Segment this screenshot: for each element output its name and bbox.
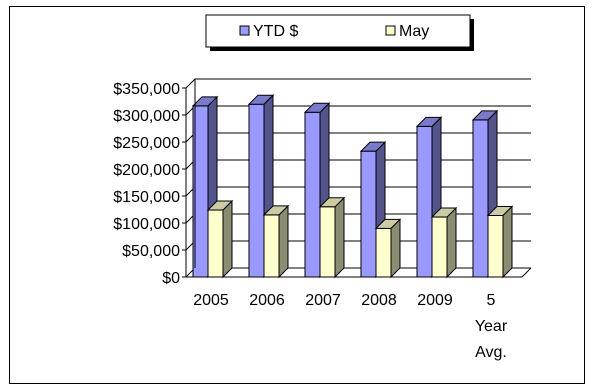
- bar-may: [430, 206, 458, 279]
- x-axis: 2005 2006 2007 2008 2009 5 Year Avg.: [193, 292, 508, 361]
- bar-may: [262, 204, 290, 279]
- y-tick-label: $100,000: [113, 216, 180, 233]
- legend-label-ytd: YTD $: [253, 23, 298, 40]
- legend-box: [205, 14, 471, 48]
- bar-may: [206, 199, 234, 279]
- floor-edge: [521, 267, 532, 278]
- y-tick-label: $150,000: [113, 189, 180, 206]
- bars: [191, 93, 514, 279]
- y-tick-label: $50,000: [122, 243, 180, 260]
- x-tick-label: Year: [475, 318, 508, 335]
- x-tick-label: 2005: [193, 292, 229, 309]
- x-tick-label: 2006: [249, 292, 285, 309]
- bar-may: [374, 218, 402, 279]
- y-tick-label: $250,000: [113, 135, 180, 152]
- legend: YTD $ May: [205, 14, 474, 51]
- x-tick-label: 2007: [305, 292, 341, 309]
- y-tick-label: $0: [162, 270, 180, 287]
- bar-may: [318, 196, 346, 279]
- x-tick-label: 5: [487, 292, 496, 309]
- legend-swatch-ytd: [239, 25, 250, 36]
- y-tick-label: $200,000: [113, 162, 180, 179]
- bar-may: [486, 205, 514, 279]
- y-tick-label: $350,000: [113, 81, 180, 98]
- y-axis: $0 $50,000 $100,000 $150,000 $200,000 $250,00…: [113, 79, 532, 287]
- y-tick-label: $300,000: [113, 108, 180, 125]
- x-tick-label: Avg.: [475, 344, 507, 361]
- gridline-depth: [185, 78, 196, 89]
- legend-label-may: May: [399, 23, 429, 40]
- legend-swatch-may: [385, 25, 396, 36]
- x-tick-label: 2008: [361, 292, 397, 309]
- x-tick-label: 2009: [417, 292, 453, 309]
